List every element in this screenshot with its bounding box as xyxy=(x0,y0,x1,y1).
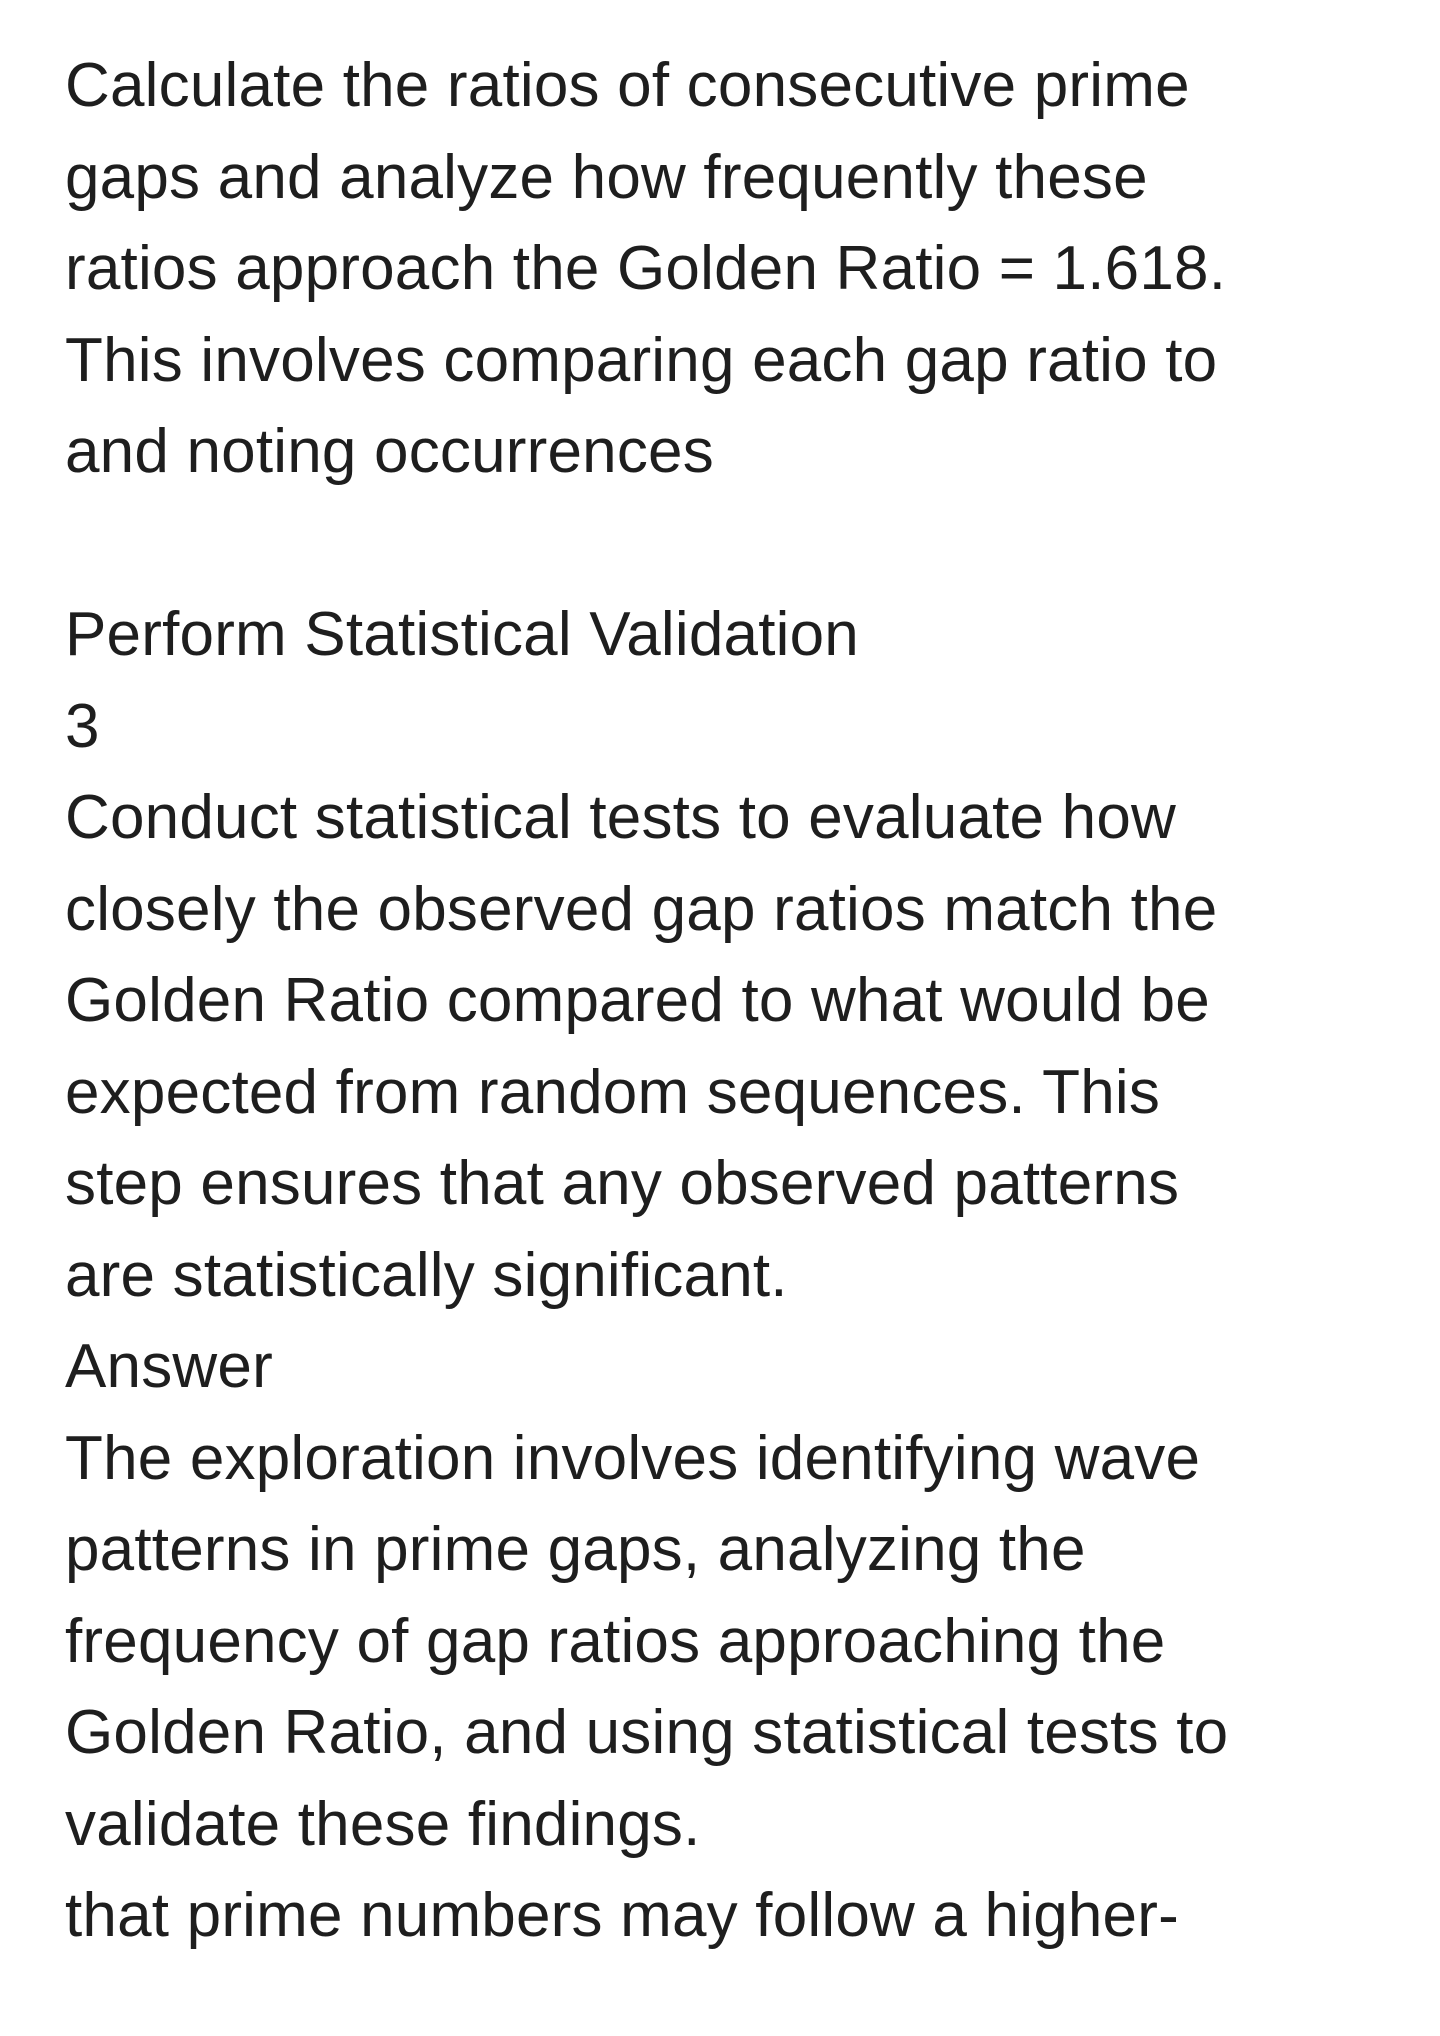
text-line: gaps and analyze how frequently these xyxy=(65,142,1148,212)
text-line: that prime numbers may follow a higher- xyxy=(65,1881,1179,1950)
text-line: The exploration involves identifying wav… xyxy=(65,1423,1201,1493)
text-line: ratios approach the Golden Ratio = 1.618… xyxy=(65,234,1227,303)
step-number: 3 xyxy=(65,691,100,761)
text-line: Golden Ratio compared to what would be xyxy=(65,966,1210,1035)
text-line: frequency of gap ratios approaching the xyxy=(65,1606,1166,1676)
text-line: and noting occurrences xyxy=(65,417,714,486)
section-title: Perform Statistical Validation xyxy=(65,600,859,669)
text-line: This involves comparing each gap ratio t… xyxy=(65,325,1218,395)
text-line: Golden Ratio, and using statistical test… xyxy=(65,1698,1229,1767)
text-line: are statistically significant. xyxy=(65,1240,788,1310)
text-line: expected from random sequences. This xyxy=(65,1057,1161,1127)
answer-paragraph: The exploration involves identifying wav… xyxy=(65,1413,1400,1962)
text-line: Conduct statistical tests to evaluate ho… xyxy=(65,783,1177,852)
text-line: closely the observed gap ratios match th… xyxy=(65,874,1218,944)
paragraph-spacer xyxy=(65,498,1400,590)
answer-label: Answer xyxy=(65,1332,273,1401)
text-line: Calculate the ratios of consecutive prim… xyxy=(65,51,1190,120)
text-line: patterns in prime gaps, analyzing the xyxy=(65,1515,1086,1584)
text-line: step ensures that any observed patterns xyxy=(65,1149,1180,1218)
intro-paragraph: Calculate the ratios of consecutive prim… xyxy=(65,40,1400,498)
step-description: Conduct statistical tests to evaluate ho… xyxy=(65,772,1400,1321)
text-line: validate these findings. xyxy=(65,1789,701,1859)
